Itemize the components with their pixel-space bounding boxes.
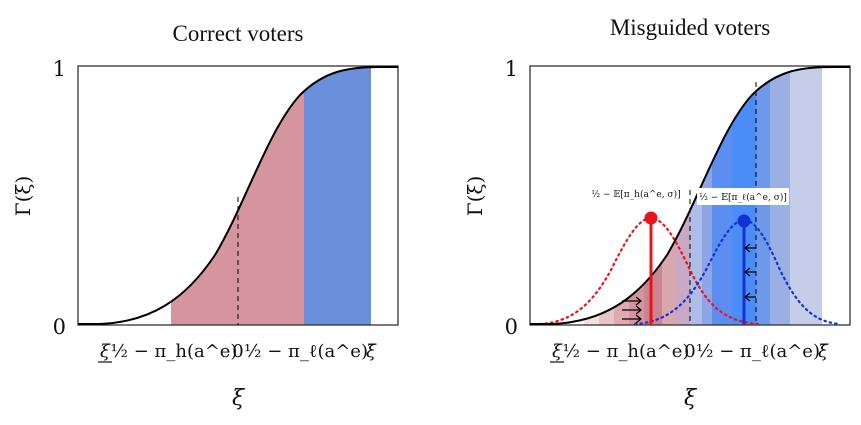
panel-title: Correct voters [173, 21, 304, 46]
blue-marker [737, 214, 751, 228]
x-tick-zero: 0 [684, 341, 695, 362]
y-tick-1: 1 [505, 57, 518, 81]
x-tick-xi-lower: ξ [100, 341, 111, 362]
y-tick-0: 0 [505, 315, 518, 339]
right-arrows [622, 296, 642, 324]
y-axis-label: Γ(ξ) [463, 176, 487, 217]
blue-annotation: ½ − 𝔼[π_ℓ(a^e, σ)] [699, 192, 787, 203]
left-arrows [744, 243, 756, 302]
x-tick-xi-upper: ξ̄ [366, 341, 377, 362]
red-marker [644, 211, 658, 225]
y-tick-1: 1 [53, 57, 66, 81]
panel-misguided-voters: Misguided voters [463, 15, 851, 411]
panel-correct-voters: Correct voters 1 0 Γ(ξ) ξ ½ − π_h(a^e) 0… [11, 21, 399, 411]
x-tick-xi-lower: ξ [552, 341, 563, 362]
y-tick-0: 0 [53, 315, 66, 339]
x-tick-pi-l: ½ − π_ℓ(a^e) [244, 341, 368, 362]
blue-region [304, 67, 371, 325]
x-tick-zero: 0 [232, 341, 243, 362]
x-tick-pi-h: ½ − π_h(a^e) [111, 341, 238, 362]
x-tick-xi-upper: ξ̄ [818, 341, 829, 362]
panel-title: Misguided voters [610, 15, 770, 40]
y-axis-label: Γ(ξ) [11, 176, 35, 217]
red-annotation: ½ − 𝔼[π_h(a^e, σ)] [591, 189, 680, 200]
x-tick-pi-h: ½ − π_h(a^e) [563, 341, 690, 362]
red-annotation-bg [590, 185, 682, 202]
axes-frame [529, 65, 851, 326]
x-tick-pi-l: ½ − π_ℓ(a^e) [696, 341, 820, 362]
cdf-curve [78, 66, 398, 325]
blue-annotation-bg [697, 188, 789, 205]
x-axis-label: ξ [232, 386, 246, 411]
x-axis-label: ξ [684, 386, 698, 411]
